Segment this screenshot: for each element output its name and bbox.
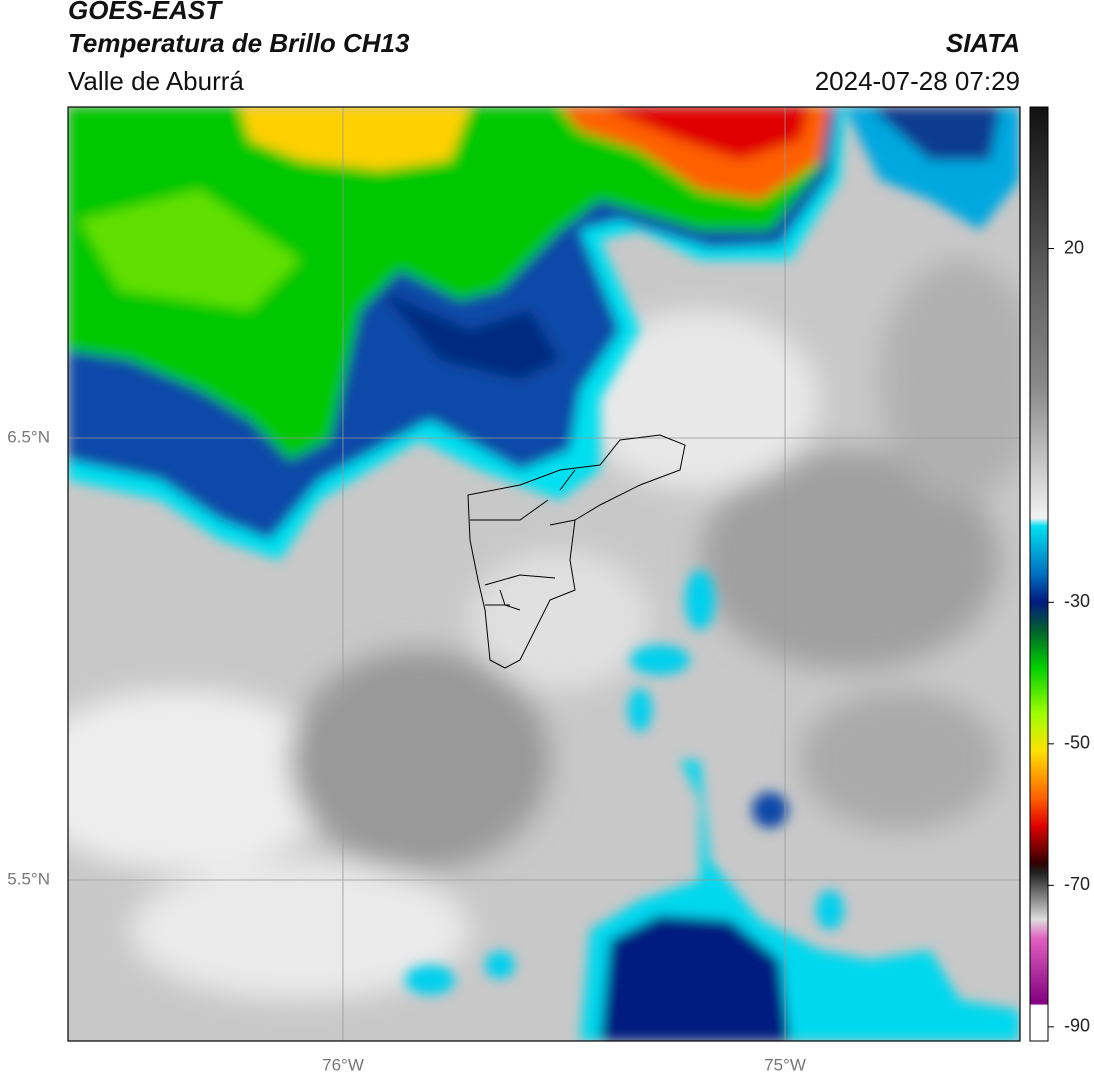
region: Valle de Aburrá (68, 66, 244, 96)
subtitle: Temperatura de Brillo CH13 (68, 28, 410, 58)
lon-label: 76°W (322, 1055, 364, 1074)
colorbar-tick-label: -90 (1064, 1016, 1090, 1036)
colorbar-tick-label: -30 (1064, 591, 1090, 611)
satellite-image (68, 107, 1020, 1041)
colorbar-tick-label: 20 (1064, 237, 1084, 257)
lat-label: 5.5°N (7, 869, 50, 888)
datetime: 2024-07-28 07:29 (815, 66, 1020, 96)
lat-label: 6.5°N (7, 427, 50, 446)
lon-label: 75°W (764, 1055, 806, 1074)
title: GOES-EAST (68, 0, 223, 25)
colorbar-tick-label: -50 (1064, 733, 1090, 753)
source: SIATA (946, 28, 1020, 58)
map-frame (67, 106, 1021, 1042)
colorbar (1029, 106, 1049, 1042)
colorbar-tick-label: -70 (1064, 874, 1090, 894)
